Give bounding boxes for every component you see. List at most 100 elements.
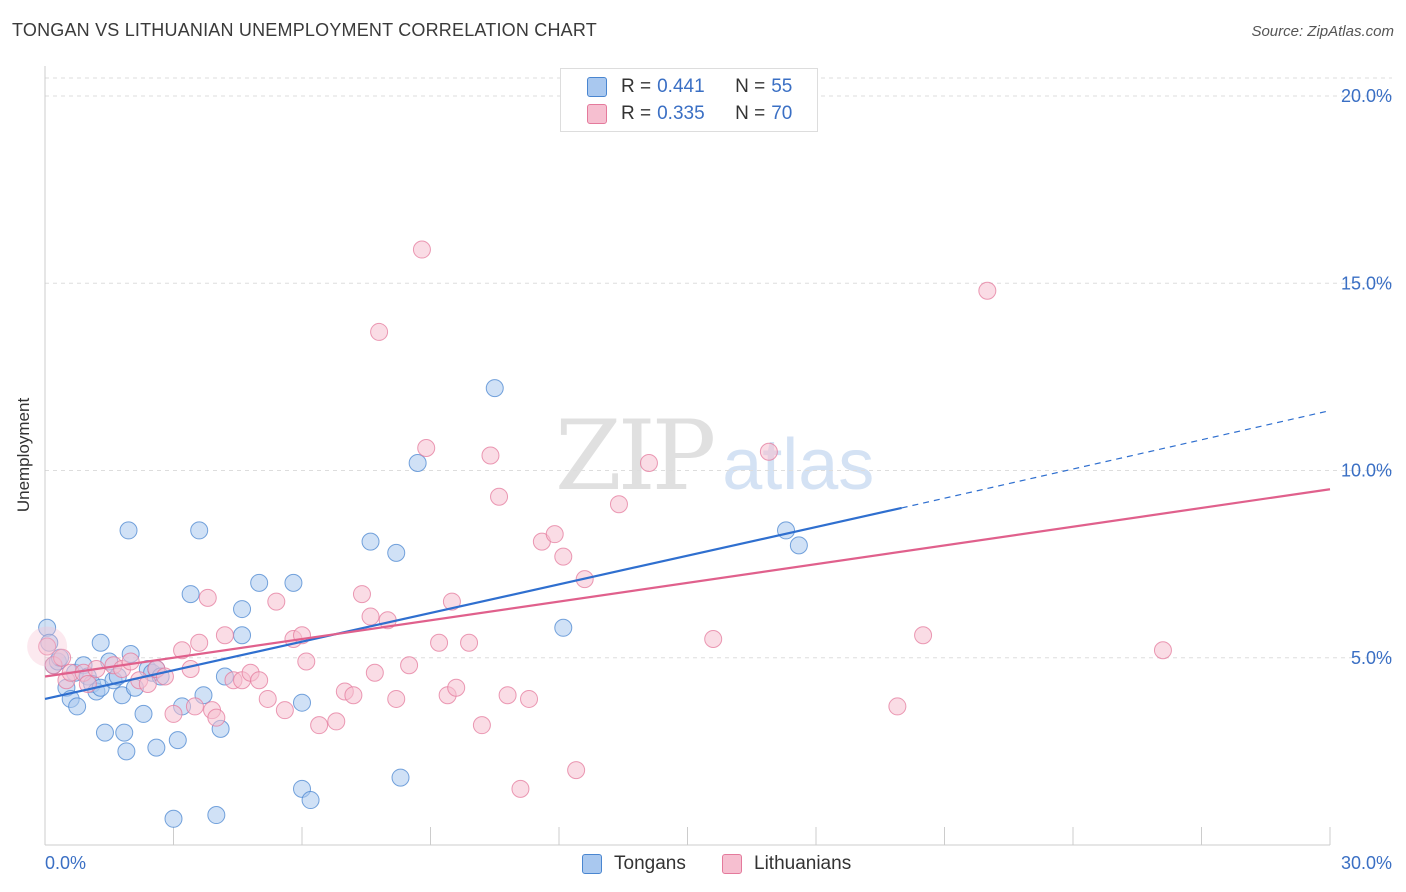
lithuanian-point [447, 678, 466, 697]
lithuanian-point [275, 701, 294, 720]
y-tick-label: 10.0% [1341, 461, 1392, 481]
lithuanians-trend-line [44, 488, 1331, 678]
lithuanian-point [327, 712, 346, 731]
lithuanians-legend-swatch [722, 854, 742, 874]
y-tick-label: 5.0% [1351, 648, 1392, 668]
watermark-zip: ZIP [555, 400, 716, 512]
lithuanian-point [639, 454, 658, 473]
lithuanian-point [387, 689, 406, 708]
lithuanian-point [181, 659, 200, 678]
tongans-trend-extension [901, 409, 1331, 509]
tongan-point [293, 693, 311, 712]
r-value: 0.441 [657, 76, 705, 97]
legend-label-lithuanians: Lithuanians [754, 853, 852, 874]
lithuanian-point [490, 487, 509, 506]
lithuanian-point [759, 442, 778, 461]
tongan-point [284, 573, 303, 592]
lithuanian-point [365, 663, 384, 682]
source-label: Source: ZipAtlas.com [1251, 23, 1394, 40]
tongan-point [789, 536, 808, 555]
lithuanian-point [430, 633, 449, 652]
lithuanian-point [545, 525, 564, 544]
stats-legend-row-lithuanians: R = 0.335 N = 70 [587, 102, 792, 126]
lithuanian-point [412, 240, 431, 259]
lithuanian-point [370, 322, 389, 341]
y-tick-label: 15.0% [1341, 273, 1392, 293]
y-tick-label: 20.0% [1341, 86, 1392, 106]
lithuanian-point [567, 761, 586, 780]
tongans-swatch [587, 77, 607, 97]
r-label: R = [621, 103, 652, 124]
tongan-point [134, 704, 153, 723]
tongan-point [164, 809, 183, 828]
lithuanian-point [1153, 641, 1172, 660]
lithuanian-point [38, 637, 57, 656]
tongan-point [233, 600, 252, 619]
lithuanian-point [400, 656, 419, 675]
n-label: N = [735, 103, 766, 124]
lithuanian-point [520, 689, 539, 708]
lithuanian-point [190, 633, 209, 652]
tongan-point [361, 532, 380, 551]
tongan-point [95, 723, 114, 742]
tongan-point [181, 585, 200, 604]
y-axis-label-wrap: Unemployment [14, 341, 34, 512]
lithuanian-point [352, 585, 371, 604]
stats-legend: R = 0.441 N = 55 R = 0.335 N = 70 [560, 68, 818, 132]
tongan-point [387, 543, 406, 562]
lithuanian-point [207, 708, 226, 727]
tongan-point [777, 521, 796, 540]
lithuanian-point [215, 626, 234, 645]
lithuanian-point [185, 697, 204, 716]
tongan-point [168, 731, 187, 750]
lithuanian-point [460, 633, 479, 652]
x-tick-label-max: 30.0% [1341, 853, 1392, 873]
lithuanian-point [554, 547, 573, 566]
chart-title: TONGAN VS LITHUANIAN UNEMPLOYMENT CORREL… [12, 20, 597, 40]
lithuanian-point [53, 648, 72, 667]
tongan-point [91, 633, 110, 652]
lithuanians-swatch [587, 104, 607, 124]
tongan-point [68, 697, 87, 716]
lithuanian-point [310, 716, 329, 735]
lithuanian-point [609, 495, 628, 514]
lithuanian-point [267, 592, 286, 611]
n-label: N = [735, 76, 766, 97]
lithuanian-point [297, 652, 316, 671]
legend-item-tongans[interactable]: Tongans [582, 853, 686, 875]
lithuanian-point [173, 641, 192, 660]
lithuanian-point [344, 686, 363, 705]
r-label: R = [621, 76, 652, 97]
watermark: ZIP atlas [555, 400, 874, 512]
tongan-point [190, 521, 209, 540]
n-value: 55 [771, 76, 793, 97]
tongans-legend-swatch [582, 854, 602, 874]
lithuanian-point [914, 626, 933, 645]
legend-item-lithuanians[interactable]: Lithuanians [722, 853, 851, 875]
tongan-point [233, 626, 252, 645]
lithuanian-point [250, 671, 269, 690]
lithuanian-point [442, 592, 461, 611]
r-value: 0.335 [657, 103, 705, 124]
x-tick-label-min: 0.0% [45, 853, 86, 873]
tongan-point [391, 768, 410, 787]
lithuanian-point [361, 607, 380, 626]
lithuanian-point [704, 630, 723, 649]
tongan-point [301, 791, 320, 810]
tongan-point [115, 723, 134, 742]
lithuanian-point [472, 716, 491, 735]
n-value: 70 [771, 103, 793, 124]
lithuanian-point [258, 689, 277, 708]
y-axis-label: Unemployment [14, 397, 33, 513]
legend-label-tongans: Tongans [614, 853, 686, 874]
lithuanian-point [481, 446, 500, 465]
tongan-point [147, 738, 166, 757]
series-legend: Tongans Lithuanians [0, 851, 1406, 877]
tongan-point [117, 742, 136, 761]
tongans-trend-line [44, 506, 902, 701]
lithuanian-point [417, 439, 436, 458]
lithuanian-point [498, 686, 517, 705]
tongan-point [408, 454, 427, 473]
tongan-point [485, 379, 504, 398]
